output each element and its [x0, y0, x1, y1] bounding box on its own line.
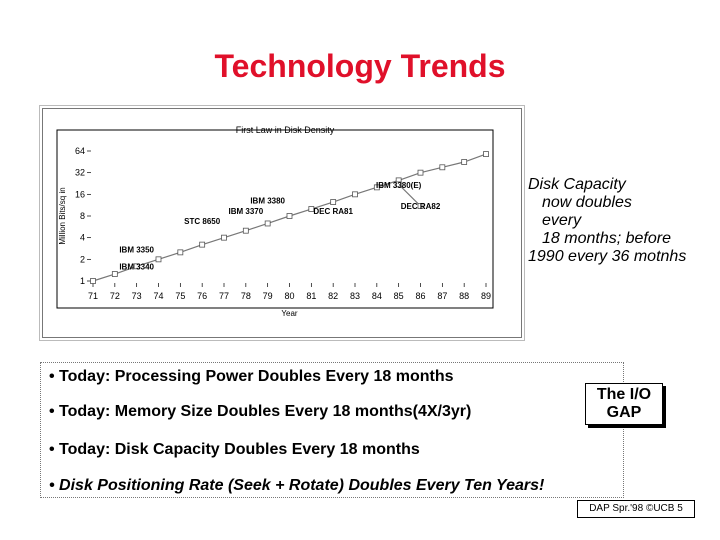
x-tick-label: 76: [197, 291, 207, 301]
data-point: [111, 271, 118, 277]
annotation-label: DEC RA82: [401, 202, 441, 211]
bullet-memory-size: • Today: Memory Size Doubles Every 18 mo…: [49, 403, 472, 420]
y-tick-label: 8: [80, 211, 85, 221]
plot-border: [56, 129, 494, 309]
annotation-label: IBM 3380: [250, 196, 285, 205]
data-point: [177, 249, 184, 256]
x-tick-label: 77: [219, 291, 229, 301]
x-tick-label: 81: [306, 291, 316, 301]
data-point: [221, 234, 227, 241]
data-point: [155, 256, 162, 263]
x-tick-label: 78: [241, 291, 251, 301]
x-tick-label: 74: [153, 291, 163, 301]
x-tick-label: 84: [372, 291, 382, 301]
x-tick-label: 75: [175, 291, 185, 301]
io-gap-line: The I/O: [596, 386, 652, 403]
data-point: [264, 220, 271, 227]
data-point: [133, 263, 140, 270]
slide-footer: DAP Spr.'98 ©UCB 5: [577, 500, 695, 518]
y-tick-label: 64: [75, 146, 85, 156]
x-tick-label: 71: [88, 291, 98, 301]
x-tick-label: 88: [459, 291, 469, 301]
data-point: [308, 206, 315, 212]
data-point: [90, 278, 96, 284]
x-tick-label: 82: [328, 291, 338, 301]
side-text-line: every: [542, 212, 582, 229]
x-tick-label: 79: [263, 291, 273, 301]
side-text-line: 18 months; before: [542, 230, 671, 247]
data-point: [199, 241, 206, 248]
data-point: [439, 164, 446, 171]
side-text-line: now doubles: [542, 194, 632, 211]
data-point: [373, 184, 380, 191]
series-line: [398, 183, 421, 207]
io-gap-box: The I/O GAP: [585, 383, 663, 425]
data-point: [330, 199, 337, 205]
data-point: [286, 213, 293, 219]
x-tick-label: 89: [481, 291, 491, 301]
y-tick-label: 4: [80, 233, 85, 243]
annotation-label: DEC RA81: [313, 207, 353, 216]
y-tick-label: 1: [80, 276, 85, 286]
io-gap-line: GAP: [606, 404, 642, 421]
data-point: [352, 191, 358, 198]
slide-title: Technology Trends: [214, 48, 506, 84]
annotation-label: IBM 3380(E): [376, 181, 422, 190]
data-point: [242, 227, 249, 234]
x-tick-label: 83: [350, 291, 360, 301]
x-tick-label: 85: [394, 291, 404, 301]
disk-density-chart: First Law in Disk Density Million Bits/sq…: [42, 108, 522, 338]
bullet-processing-power: • Today: Processing Power Doubles Every …: [49, 368, 454, 385]
data-point: [395, 181, 402, 188]
y-tick-label: 16: [75, 189, 85, 199]
data-point: [483, 151, 489, 157]
x-axis-label: Year: [281, 309, 298, 318]
annotation-label: IBM 3340: [119, 262, 154, 271]
side-text: Disk Capacity now doubles every 18 month…: [526, 176, 718, 266]
y-axis-label: Million Bits/sq in: [58, 187, 67, 244]
x-tick-label: 87: [437, 291, 447, 301]
annotation-label: IBM 3350: [119, 245, 154, 254]
bullet-disk-positioning: • Disk Positioning Rate (Seek + Rotate) …: [49, 477, 545, 494]
bullet-box: • Today: Processing Power Doubles Every …: [40, 362, 624, 498]
chart-svg: First Law in Disk Density Million Bits/sq…: [56, 125, 494, 318]
side-text-line: Disk Capacity: [528, 176, 626, 193]
data-point: [461, 159, 468, 165]
x-tick-label: 80: [284, 291, 294, 301]
y-tick-label: 2: [80, 254, 85, 264]
annotation-label: STC 8650: [184, 217, 221, 226]
x-tick-label: 86: [415, 291, 425, 301]
y-tick-label: 32: [75, 168, 85, 178]
x-tick-label: 73: [132, 291, 142, 301]
side-text-line: 1990 every 36 motnhs: [528, 248, 687, 265]
chart-title: First Law in Disk Density: [236, 125, 335, 135]
data-point: [417, 169, 424, 176]
data-point: [417, 203, 424, 209]
x-tick-label: 72: [110, 291, 120, 301]
annotation-label: IBM 3370: [228, 207, 263, 216]
bullet-disk-capacity: • Today: Disk Capacity Doubles Every 18 …: [49, 441, 420, 458]
